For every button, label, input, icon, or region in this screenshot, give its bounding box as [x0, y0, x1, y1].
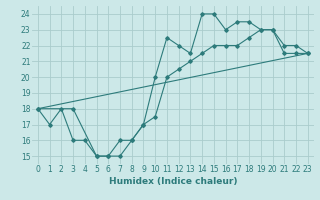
X-axis label: Humidex (Indice chaleur): Humidex (Indice chaleur): [108, 177, 237, 186]
